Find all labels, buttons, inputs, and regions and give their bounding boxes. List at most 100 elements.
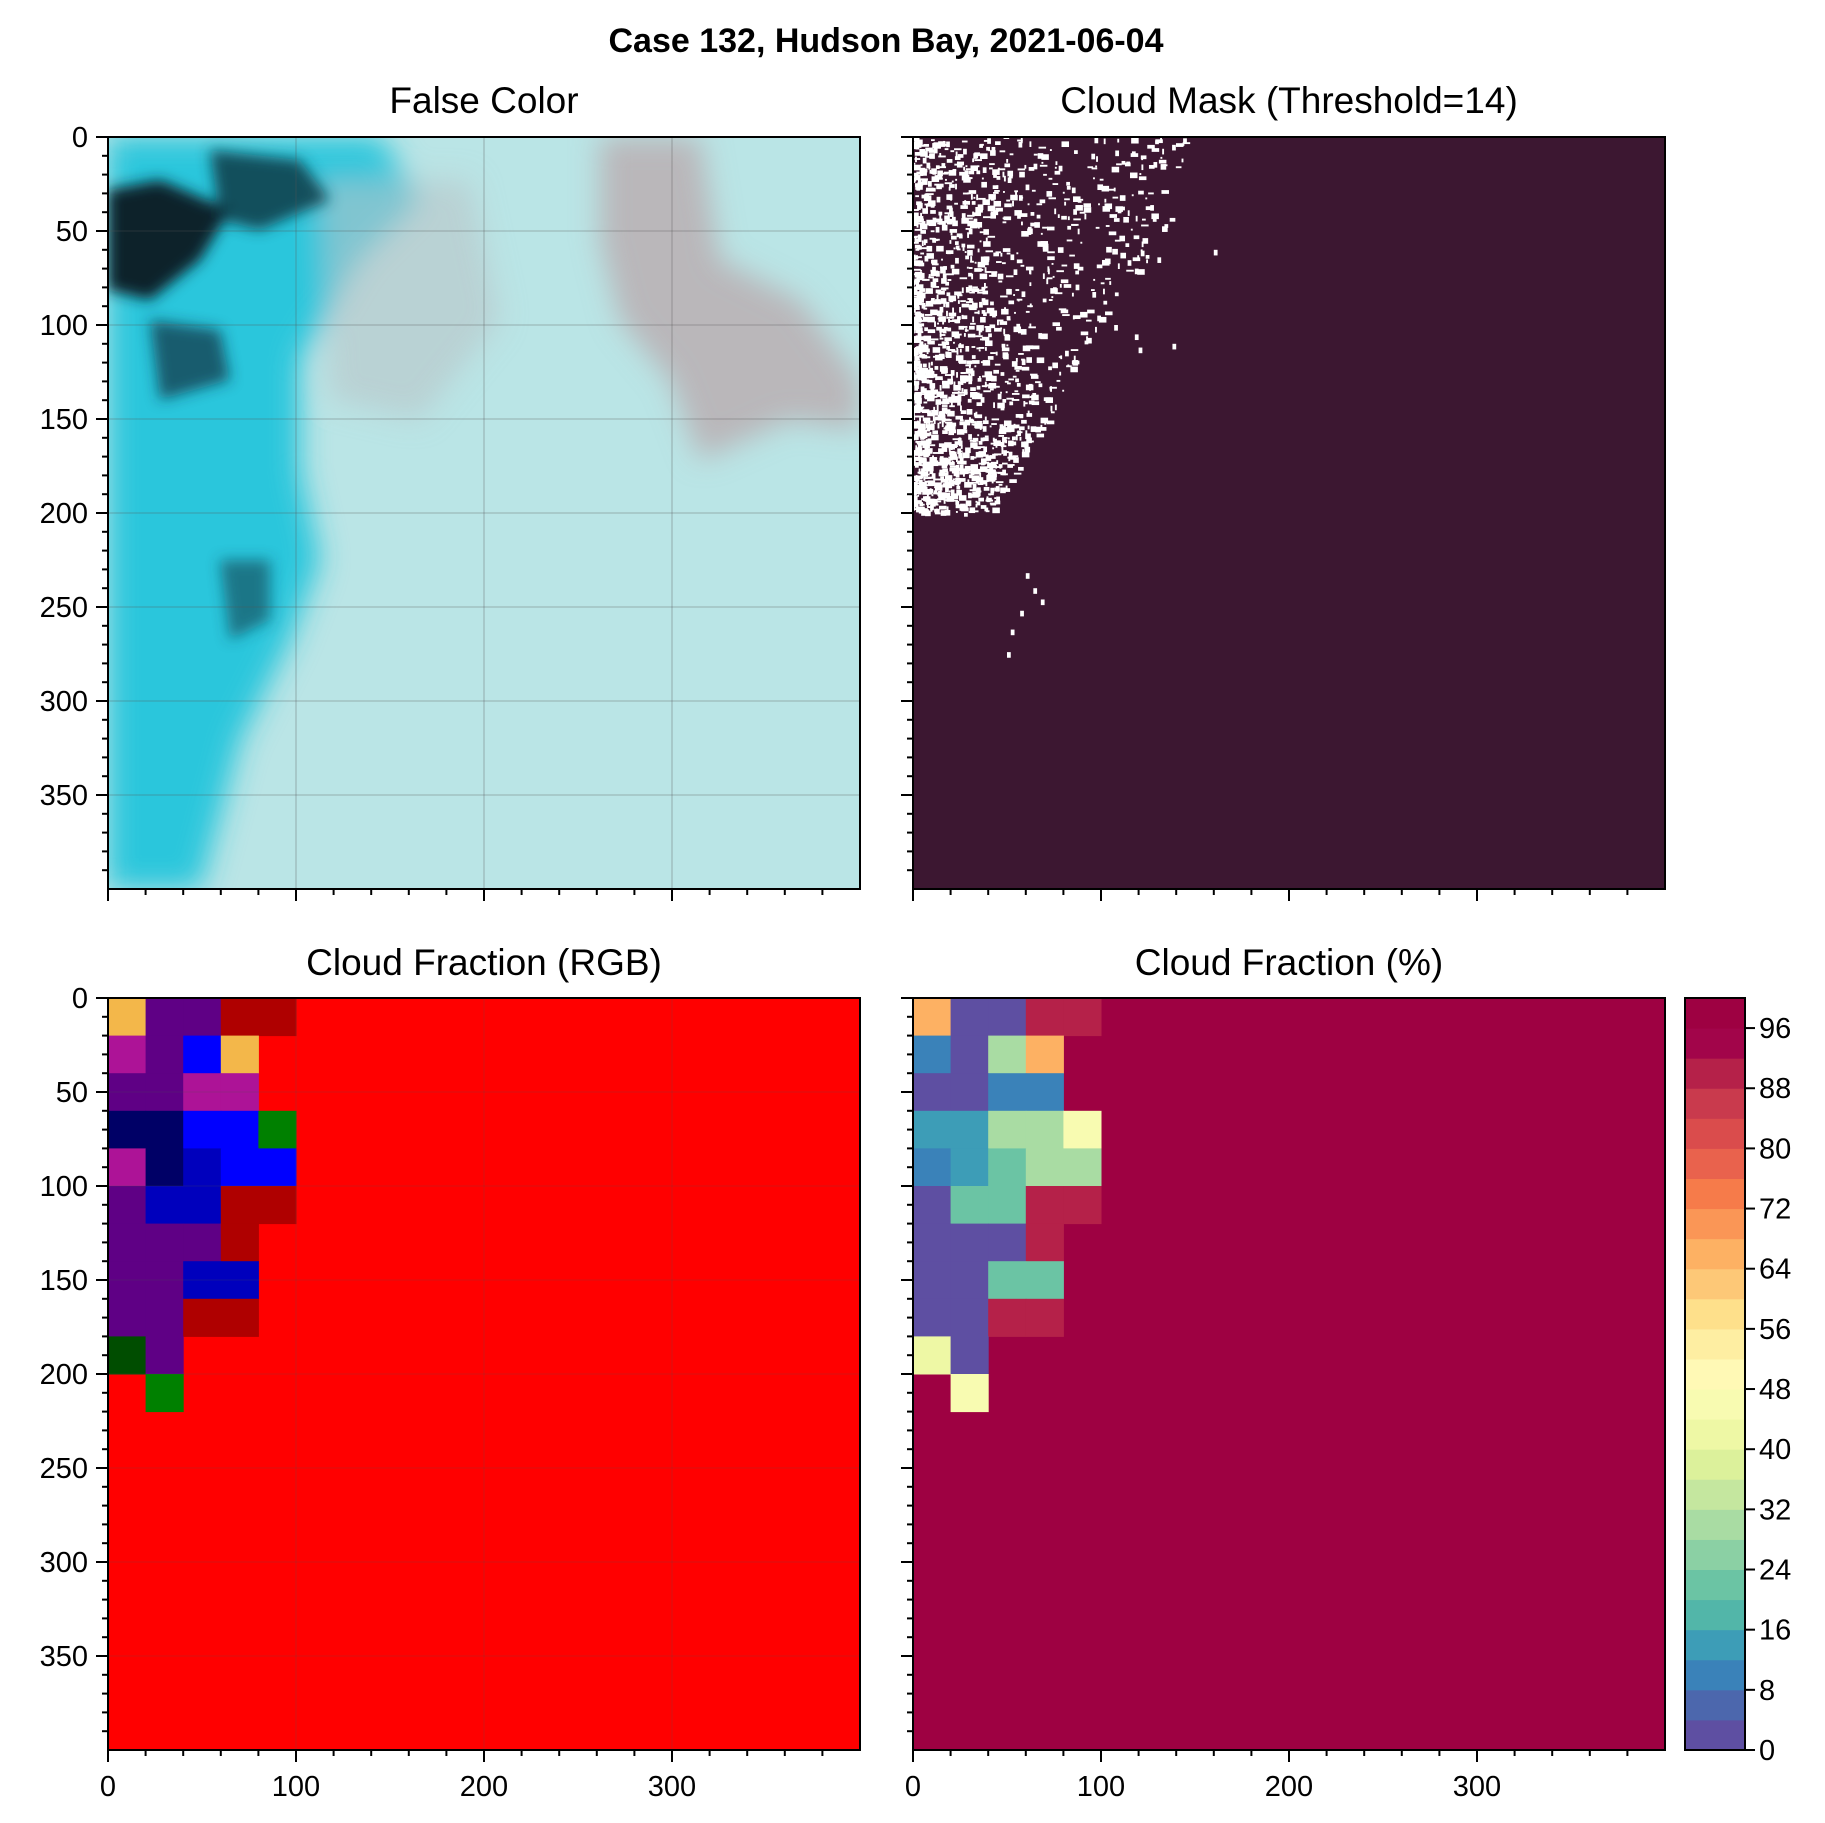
mask-clear-pixel xyxy=(1022,394,1030,399)
mask-clear-pixel xyxy=(980,437,985,442)
mask-clear-pixel xyxy=(982,375,988,378)
mask-clear-pixel xyxy=(1012,464,1015,466)
mask-clear-pixel xyxy=(1040,333,1048,340)
mask-clear-pixel xyxy=(929,444,936,447)
mask-clear-pixel xyxy=(947,349,956,351)
mask-clear-pixel xyxy=(993,200,1002,207)
mask-clear-pixel xyxy=(1013,424,1020,429)
mask-clear-pixel xyxy=(914,319,919,325)
mask-clear-pixel xyxy=(1067,225,1072,230)
rgb-cell xyxy=(108,1336,147,1375)
mask-clear-pixel xyxy=(913,137,920,142)
rgb-cell xyxy=(145,1073,184,1112)
mask-clear-pixel xyxy=(1086,337,1092,344)
mask-clear-pixel xyxy=(932,347,941,353)
mask-clear-pixel xyxy=(914,158,921,160)
mask-clear-pixel xyxy=(997,319,1004,322)
mask-clear-pixel xyxy=(1101,185,1110,192)
mask-clear-pixel xyxy=(974,152,980,157)
pct-cell xyxy=(1025,998,1064,1037)
mask-clear-pixel xyxy=(939,411,945,417)
rgb-cell xyxy=(108,1298,147,1337)
mask-clear-pixel xyxy=(954,156,961,160)
mask-clear-pixel xyxy=(955,511,958,513)
mask-clear-pixel xyxy=(980,505,987,509)
mask-clear-pixel xyxy=(918,363,923,370)
mask-clear-pixel xyxy=(1151,213,1159,220)
mask-clear-pixel xyxy=(961,218,969,224)
mask-clear-pixel xyxy=(955,477,961,484)
mask-clear-pixel xyxy=(1145,255,1150,259)
mask-clear-pixel xyxy=(1175,166,1182,169)
pct-cell xyxy=(988,1261,1027,1300)
panel-cloud-mask: Cloud Mask (Threshold=14) xyxy=(901,80,1666,901)
mask-clear-pixel xyxy=(940,378,943,381)
mask-clear-pixel xyxy=(913,260,921,266)
mask-clear-pixel xyxy=(916,506,924,513)
mask-clear-pixel xyxy=(983,437,989,442)
mask-clear-pixel xyxy=(968,170,975,175)
mask-clear-pixel xyxy=(1010,254,1015,261)
mask-clear-pixel xyxy=(992,507,1000,514)
mask-clear-pixel xyxy=(1009,153,1014,156)
mask-clear-pixel xyxy=(1018,466,1024,471)
mask-clear-pixel xyxy=(924,227,927,230)
colorbar-tick-label: 96 xyxy=(1759,1013,1791,1045)
mask-clear-pixel xyxy=(1054,208,1057,215)
mask-clear-pixel xyxy=(970,322,976,325)
mask-clear-pixel xyxy=(1001,347,1010,352)
mask-clear-pixel xyxy=(916,292,925,299)
mask-clear-pixel xyxy=(934,183,940,186)
mask-clear-pixel xyxy=(989,324,996,329)
mask-clear-pixel xyxy=(983,487,990,491)
mask-clear-pixel xyxy=(915,440,922,443)
mask-clear-pixel xyxy=(962,379,969,382)
y-tick-label: 100 xyxy=(40,1171,88,1203)
colorbar-swatch xyxy=(1685,1479,1745,1510)
mask-clear-pixel xyxy=(953,399,960,402)
mask-clear-pixel xyxy=(1002,469,1006,476)
rgb-cell xyxy=(145,1298,184,1337)
rgb-cell xyxy=(145,1223,184,1262)
mask-clear-pixel xyxy=(984,381,987,388)
mask-clear-pixel xyxy=(1061,215,1067,220)
mask-clear-pixel xyxy=(976,347,981,350)
mask-clear-pixel xyxy=(997,402,1005,409)
mask-clear-pixel xyxy=(941,287,949,290)
mask-clear-pixel xyxy=(1140,155,1147,160)
mask-clear-pixel xyxy=(919,393,926,395)
mask-clear-pixel xyxy=(915,480,918,487)
mask-clear-pixel xyxy=(935,508,938,513)
mask-clear-pixel xyxy=(990,212,996,219)
mask-clear-pixel xyxy=(920,406,925,409)
mask-clear-pixel xyxy=(922,461,931,468)
mask-clear-pixel xyxy=(1047,268,1050,275)
mask-clear-pixel xyxy=(931,285,940,288)
mask-clear-pixel xyxy=(929,468,934,475)
pct-cell xyxy=(950,1186,989,1225)
mask-clear-pixel xyxy=(959,421,967,426)
mask-clear-pixel xyxy=(1138,347,1143,354)
mask-clear-pixel xyxy=(1071,292,1074,297)
mask-clear-pixel xyxy=(1005,428,1012,433)
mask-clear-pixel xyxy=(1054,404,1057,411)
mask-clear-pixel xyxy=(925,465,931,470)
mask-clear-pixel xyxy=(965,165,968,168)
mask-clear-pixel xyxy=(990,150,996,156)
mask-clear-pixel xyxy=(961,174,970,181)
mask-clear-pixel xyxy=(939,153,942,157)
mask-clear-pixel xyxy=(913,381,920,385)
mask-clear-pixel xyxy=(914,236,917,242)
mask-clear-pixel xyxy=(946,506,949,513)
mask-clear-pixel xyxy=(944,509,951,516)
mask-clear-pixel xyxy=(940,298,947,304)
mask-clear-pixel xyxy=(994,190,1000,192)
mask-clear-pixel xyxy=(1018,195,1023,201)
mask-clear-pixel xyxy=(1010,629,1015,636)
mask-clear-pixel xyxy=(920,204,923,209)
mask-clear-pixel xyxy=(944,442,951,447)
mask-clear-pixel xyxy=(949,450,955,455)
rgb-cell xyxy=(145,1336,184,1375)
mask-clear-pixel xyxy=(1040,417,1049,424)
mask-clear-pixel xyxy=(975,477,984,483)
